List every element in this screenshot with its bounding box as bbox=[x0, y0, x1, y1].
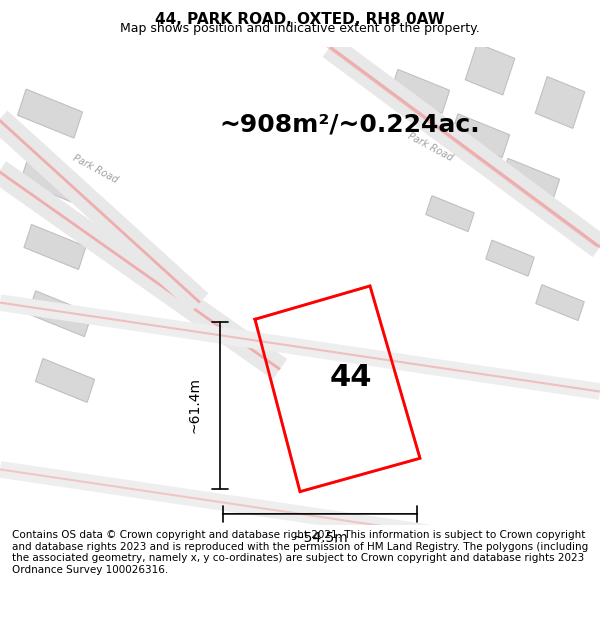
Polygon shape bbox=[17, 89, 82, 138]
Text: Contains OS data © Crown copyright and database right 2021. This information is : Contains OS data © Crown copyright and d… bbox=[12, 530, 588, 575]
Polygon shape bbox=[451, 114, 509, 158]
Text: ~61.4m: ~61.4m bbox=[188, 378, 202, 434]
Polygon shape bbox=[391, 69, 449, 113]
Polygon shape bbox=[28, 291, 92, 337]
Polygon shape bbox=[24, 224, 86, 269]
Polygon shape bbox=[535, 77, 585, 128]
Text: ~908m²/~0.224ac.: ~908m²/~0.224ac. bbox=[220, 112, 481, 137]
Text: Park Road: Park Road bbox=[71, 153, 119, 185]
Polygon shape bbox=[500, 158, 560, 202]
Text: ~54.5m: ~54.5m bbox=[292, 531, 348, 544]
Text: 44, PARK ROAD, OXTED, RH8 0AW: 44, PARK ROAD, OXTED, RH8 0AW bbox=[155, 12, 445, 27]
Polygon shape bbox=[255, 286, 420, 492]
Polygon shape bbox=[465, 43, 515, 95]
Polygon shape bbox=[536, 284, 584, 321]
Text: 44: 44 bbox=[330, 363, 373, 392]
Polygon shape bbox=[20, 158, 80, 202]
Polygon shape bbox=[426, 196, 474, 232]
Polygon shape bbox=[35, 359, 95, 403]
Text: Map shows position and indicative extent of the property.: Map shows position and indicative extent… bbox=[120, 22, 480, 35]
Polygon shape bbox=[486, 240, 534, 276]
Text: Park Road: Park Road bbox=[406, 131, 454, 163]
